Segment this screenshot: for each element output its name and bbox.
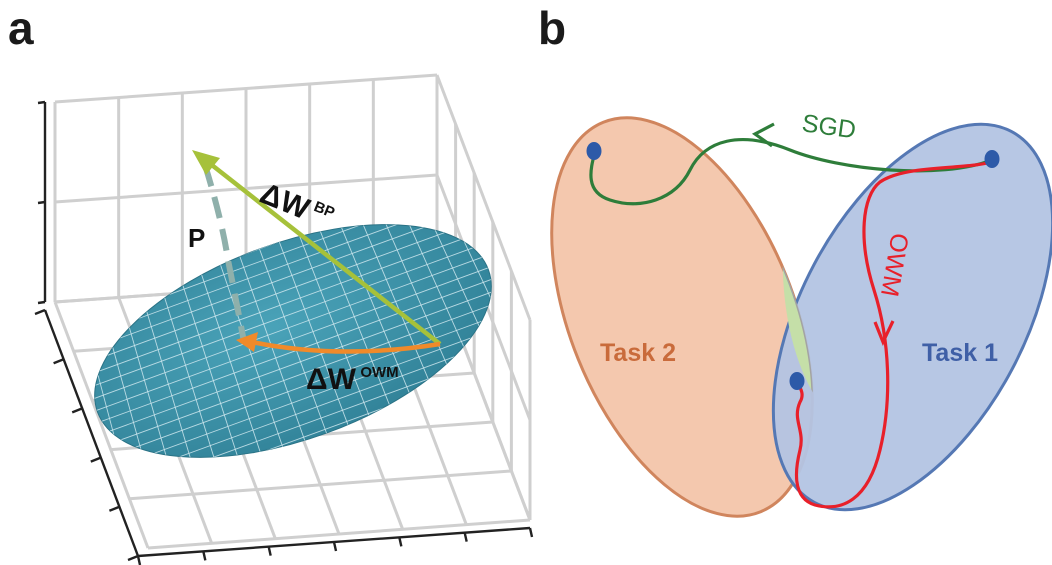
- plane-grid-line: [64, 214, 493, 374]
- task2-label: Task 2: [600, 339, 676, 367]
- projection-label: P: [188, 223, 205, 253]
- owm-arrow-curve: [251, 339, 441, 354]
- plane-grid-line: [64, 203, 489, 362]
- plane-grid-line: [64, 226, 497, 385]
- sgd-arrow-head: [751, 122, 775, 148]
- y-axis-tick: [34, 308, 46, 316]
- bp-arrow-shaft: [206, 160, 442, 346]
- panel-b-label: b: [538, 2, 566, 54]
- plane-grid-line: [215, 251, 288, 461]
- x-axis-tick: [267, 546, 272, 556]
- plane-grid-line: [294, 223, 375, 429]
- x-axis-tick: [463, 532, 468, 542]
- plane-grid-line: [372, 194, 462, 398]
- plane-grid-line: [137, 280, 201, 492]
- owm-symbol: ΔW: [306, 363, 357, 396]
- plane-grid-line: [96, 316, 522, 475]
- owm-label: ΔW OWM: [306, 363, 399, 396]
- task1-label: Task 1: [922, 339, 998, 367]
- z-axis-tick: [37, 200, 46, 205]
- y-axis-tick: [90, 456, 102, 463]
- x-axis-tick: [202, 551, 207, 561]
- y-axis-tick: [127, 554, 139, 562]
- plane-grid-line: [76, 260, 509, 419]
- floor-line-depth: [53, 301, 150, 549]
- plane-grid-line: [84, 282, 517, 441]
- panel-a-label: a: [8, 2, 34, 54]
- overlap-region: [762, 117, 814, 452]
- plane-grid-line: [176, 266, 245, 477]
- y-axis-tick: [71, 407, 83, 414]
- owm-superscript: OWM: [360, 364, 398, 381]
- y-axis-tick: [53, 358, 65, 365]
- z-axis-tick: [37, 100, 46, 105]
- x-axis-tick: [136, 555, 142, 565]
- owm-arrow-head: [873, 320, 895, 346]
- panel-a: a ΔW BP P ΔW OWM: [8, 2, 534, 565]
- sgd-label: SGD: [800, 109, 858, 144]
- plane-grid-line: [156, 273, 223, 485]
- back-wall-horizontal: [54, 173, 438, 204]
- box-axes: [34, 100, 534, 565]
- plane-grid-line: [67, 237, 501, 396]
- floor-line-width: [147, 518, 531, 550]
- y-axis-tick: [108, 505, 120, 512]
- plane-grid-line: [196, 258, 266, 469]
- task1-region: [771, 122, 1052, 512]
- z-axis-tick: [37, 300, 46, 305]
- floor-line-width: [129, 469, 512, 501]
- y-axis: [43, 309, 140, 557]
- panel-b: b Task 2 Task 1 SGD OWM: [538, 2, 1052, 518]
- sgd-path: [589, 138, 993, 206]
- owm-arrow-head: [236, 332, 258, 352]
- side-wall-horizontal: [435, 74, 532, 321]
- plane-grid-line: [235, 244, 310, 453]
- overlap-optimum-dot: [789, 372, 805, 390]
- owm-path: [794, 160, 993, 509]
- back-wall-horizontal: [54, 73, 438, 104]
- plane-grid-line: [254, 237, 332, 445]
- bp-arrow-head: [192, 150, 220, 175]
- plane-grid-line: [353, 201, 440, 406]
- x-axis-tick: [528, 527, 534, 538]
- bp-superscript: BP: [311, 198, 337, 222]
- x-axis-tick: [332, 541, 338, 552]
- plane-grid-line: [313, 216, 397, 421]
- plane-grid-line: [88, 293, 521, 453]
- task2-optimum-dot: [586, 142, 602, 160]
- plane-grid-line: [274, 230, 353, 437]
- start-dot: [984, 150, 1000, 168]
- plane-grid-line: [71, 248, 505, 407]
- plane-grid-line: [92, 305, 522, 464]
- plane-grid-line: [333, 208, 418, 413]
- x-axis-tick: [398, 537, 403, 547]
